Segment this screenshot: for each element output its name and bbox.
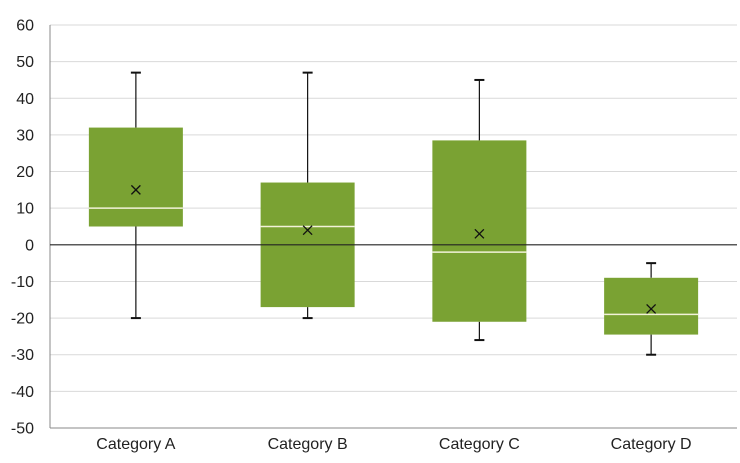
- mean-marker-stroke: [302, 225, 313, 236]
- box-2: [260, 71, 355, 320]
- x-category-label: Category C: [439, 436, 520, 453]
- mean-marker: [474, 228, 485, 239]
- y-tick-label: 40: [16, 91, 34, 108]
- y-tick-label: -50: [11, 421, 34, 438]
- y-tick-label: 60: [16, 18, 34, 35]
- y-tick-label: 50: [16, 54, 34, 71]
- mean-marker-stroke: [646, 303, 657, 314]
- iqr-box: [88, 127, 183, 227]
- mean-marker: [302, 225, 313, 236]
- y-tick-label: -30: [11, 347, 34, 364]
- y-tick-label: -10: [11, 274, 34, 291]
- y-tick-label: 20: [16, 164, 34, 181]
- iqr-box: [604, 277, 699, 335]
- y-axis-tick-labels: 60 50 40 30 20 10 0 -10 -20 -30 -40 -50: [11, 18, 34, 438]
- x-category-label: Category B: [268, 436, 348, 453]
- mean-marker: [130, 184, 141, 195]
- mean-marker-stroke: [130, 184, 141, 195]
- x-category-label: Category D: [611, 436, 692, 453]
- y-tick-label: 10: [16, 201, 34, 218]
- y-tick-label: 30: [16, 127, 34, 144]
- box-1: [88, 71, 183, 320]
- y-tick-label: -20: [11, 311, 34, 328]
- iqr-box: [432, 140, 527, 322]
- x-axis-category-labels: Category A Category B Category C Category D: [96, 436, 691, 453]
- y-tick-label: -40: [11, 384, 34, 401]
- box-series: [50, 71, 737, 429]
- box-3: [432, 78, 527, 342]
- mean-marker-stroke: [474, 228, 485, 239]
- x-category-label: Category A: [96, 436, 175, 453]
- mean-marker: [646, 303, 657, 314]
- y-tick-label: 0: [25, 237, 34, 254]
- box-4: [604, 262, 699, 356]
